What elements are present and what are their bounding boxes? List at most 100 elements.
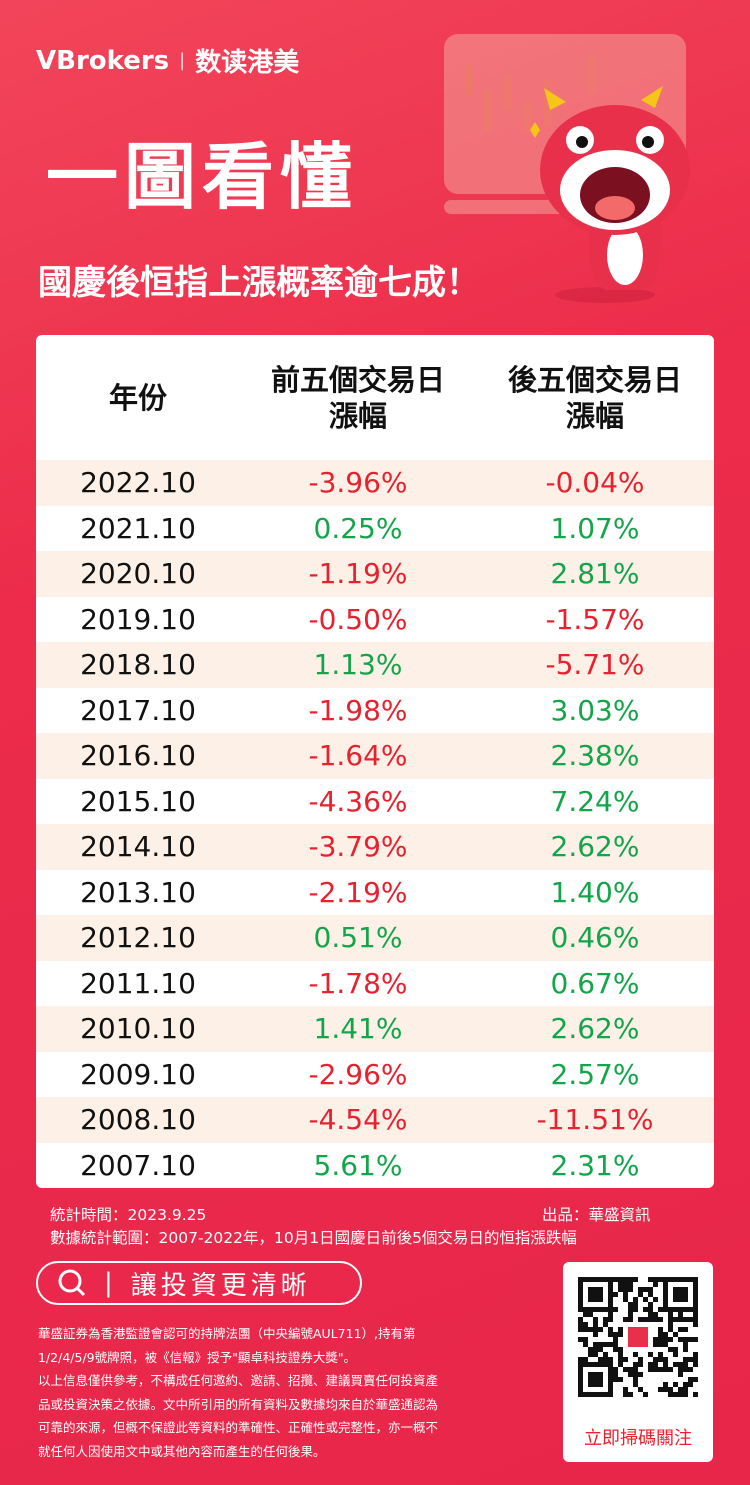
qr-module: [608, 1317, 613, 1322]
table-cell: -1.19%: [308, 557, 408, 591]
table-cell: 2010.10: [80, 1012, 196, 1046]
qr-module: [618, 1327, 623, 1332]
table-cell: 2015.10: [80, 784, 196, 818]
table-row: 2008.10 -4.54% -11.51%: [36, 1097, 714, 1143]
table-cell: -4.54%: [308, 1103, 408, 1137]
qr-module: [658, 1277, 663, 1282]
qr-module: [623, 1387, 628, 1392]
qr-module: [623, 1277, 628, 1282]
qr-module: [678, 1392, 683, 1397]
qr-module: [653, 1312, 658, 1317]
qr-module: [638, 1372, 643, 1377]
table-cell: 2022.10: [80, 466, 196, 500]
qr-module: [623, 1282, 628, 1287]
qr-module: [648, 1287, 653, 1292]
table-cell: -2.19%: [308, 875, 408, 909]
qr-module: [588, 1347, 593, 1352]
qr-module: [578, 1337, 583, 1342]
qr-module: [583, 1327, 588, 1332]
qr-module: [618, 1332, 623, 1337]
table-cell: -11.51%: [536, 1103, 654, 1137]
qr-module: [613, 1372, 618, 1377]
table-cell: -1.98%: [308, 693, 408, 727]
qr-module: [633, 1277, 638, 1282]
table-cell: 2.38%: [550, 739, 640, 773]
qr-module: [653, 1367, 658, 1372]
qr-module: [628, 1392, 633, 1397]
qr-module: [588, 1312, 593, 1317]
qr-module: [668, 1367, 673, 1372]
table-cell: 3.03%: [550, 693, 640, 727]
column-header: 年份: [36, 335, 240, 460]
qr-module: [593, 1347, 598, 1352]
table-row: 2017.10 -1.98% 3.03%: [36, 688, 714, 734]
table-row: 2021.10 0.25% 1.07%: [36, 506, 714, 552]
qr-module: [678, 1387, 683, 1392]
qr-module: [678, 1362, 683, 1367]
qr-module: [608, 1332, 613, 1337]
table-cell: 2019.10: [80, 602, 196, 636]
qr-caption: 立即掃碼關注: [584, 1428, 692, 1449]
qr-module: [663, 1382, 668, 1387]
disclaimer-line: 可靠的來源，但概不保證此等資料的準確性、正確性或完整性，亦一概不: [38, 1420, 439, 1435]
qr-module: [683, 1367, 688, 1372]
table-cell: 1.07%: [550, 511, 640, 545]
qr-module: [673, 1392, 678, 1397]
disclaimer-line: 就任何人因使用文中或其他內容而產生的任何後果。: [38, 1443, 326, 1459]
qr-module: [648, 1277, 653, 1282]
table-cell: 2016.10: [80, 739, 196, 773]
qr-module: [628, 1367, 633, 1372]
qr-module: [673, 1352, 678, 1357]
qr-module: [623, 1287, 628, 1292]
qr-module: [658, 1332, 663, 1337]
qr-module: [633, 1372, 638, 1377]
qr-module: [588, 1372, 603, 1387]
qr-module: [598, 1342, 603, 1347]
qr-module: [683, 1327, 688, 1332]
qr-module: [653, 1342, 658, 1347]
qr-module: [603, 1352, 608, 1357]
header-line: 漲幅: [328, 398, 387, 433]
table-cell: 2007.10: [80, 1148, 196, 1182]
qr-module: [658, 1342, 663, 1347]
qr-module: [663, 1367, 668, 1372]
header-line: 漲幅: [565, 398, 624, 433]
qr-module: [613, 1377, 618, 1382]
stat-time: 統計時間：2023.9.25: [50, 1206, 207, 1224]
qr-module: [658, 1317, 663, 1322]
table-cell: 2.62%: [550, 1012, 640, 1046]
disclaimer-line: 華盛証券為香港監證會認可的持牌法團（中央編號AUL711）,持有第: [38, 1326, 416, 1341]
qr-module: [623, 1367, 628, 1372]
disclaimer: 華盛証券為香港監證會認可的持牌法團（中央編號AUL711）,持有第 1/2/4/5…: [38, 1322, 538, 1463]
qr-card[interactable]: 立即掃碼關注: [563, 1262, 713, 1462]
qr-module: [693, 1337, 698, 1342]
table-cell: -1.64%: [308, 739, 408, 773]
qr-module: [658, 1387, 663, 1392]
search-button[interactable]: | 讓投資更清晰: [36, 1261, 362, 1305]
qr-module: [638, 1362, 643, 1367]
qr-module: [588, 1287, 603, 1302]
qr-module: [613, 1332, 618, 1337]
qr-module: [633, 1302, 638, 1307]
qr-module: [618, 1277, 623, 1282]
qr-module: [583, 1357, 588, 1362]
table-cell: 1.41%: [313, 1012, 403, 1046]
table-row: 2016.10 -1.64% 2.38%: [36, 733, 714, 779]
qr-module: [633, 1367, 638, 1372]
qr-module: [623, 1317, 628, 1322]
qr-module: [618, 1282, 623, 1287]
qr-module: [668, 1347, 673, 1352]
qr-module: [613, 1337, 618, 1342]
table-cell: 2021.10: [80, 511, 196, 545]
qr-module: [593, 1317, 598, 1322]
qr-module: [658, 1327, 663, 1332]
qr-module: [653, 1317, 658, 1322]
table-cell: -1.57%: [545, 602, 645, 636]
table-cell: 2.57%: [550, 1057, 640, 1091]
qr-module: [618, 1352, 623, 1357]
brand-name: VBrokers: [36, 45, 170, 76]
qr-module: [673, 1332, 678, 1337]
qr-module: [653, 1357, 658, 1362]
qr-module: [658, 1337, 663, 1342]
qr-module: [633, 1352, 638, 1357]
